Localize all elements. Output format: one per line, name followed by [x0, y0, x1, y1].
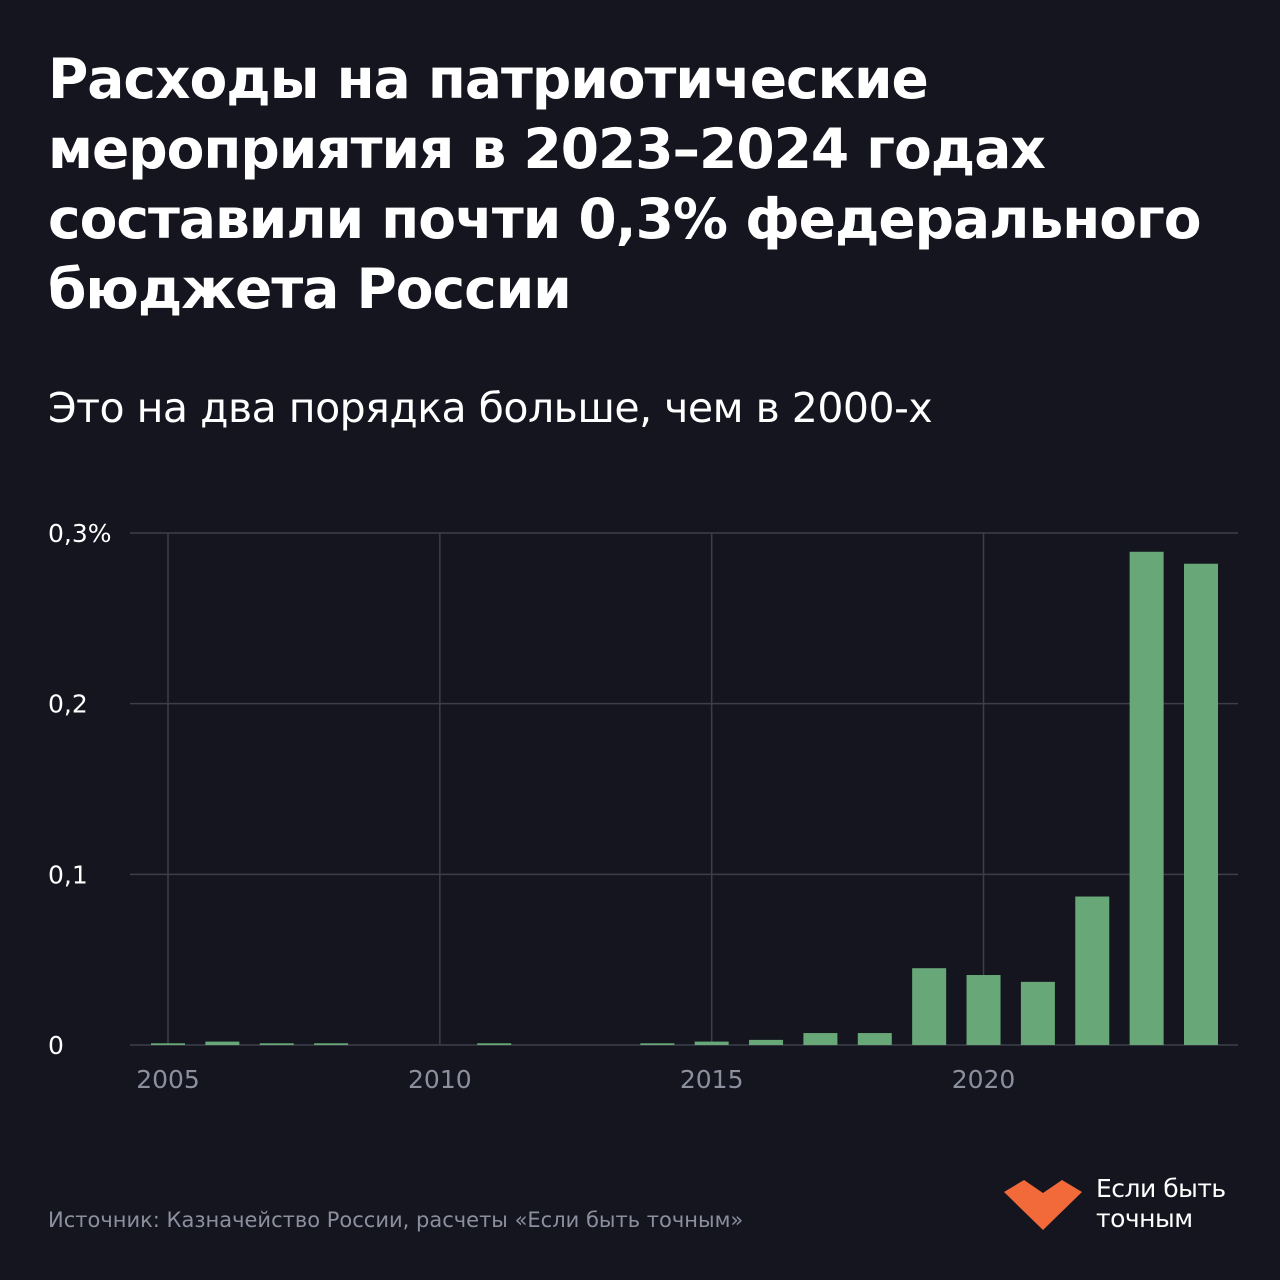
y-tick-label: 0,2: [48, 690, 88, 719]
brand-name: Если быть точным: [1096, 1174, 1226, 1234]
y-tick-label: 0,3%: [48, 519, 112, 548]
brand-logo-icon: [1004, 1180, 1082, 1230]
x-tick-label: 2020: [952, 1065, 1016, 1094]
bar-2022: [1075, 896, 1110, 1045]
source-note: Источник: Казначейство России, расчеты «…: [48, 1208, 744, 1232]
bar-2005: [151, 1043, 185, 1045]
bar-2018: [857, 1033, 892, 1045]
y-tick-label: 0,1: [48, 860, 88, 889]
chart-title: Расходы на патриотические мероприятия в …: [48, 47, 1202, 321]
y-tick-label: 0: [48, 1031, 64, 1060]
bar-2008: [314, 1043, 349, 1045]
bar-2011: [477, 1043, 512, 1045]
bar-2019: [912, 968, 947, 1045]
brand-name-line-1: Если быть: [1096, 1174, 1226, 1203]
brand: Если быть точным: [1002, 1172, 1252, 1238]
x-tick-label: 2015: [680, 1065, 744, 1094]
bar-2020: [966, 975, 1001, 1045]
bar-2016: [749, 1039, 784, 1045]
bar-2021: [1020, 981, 1055, 1045]
x-tick-label: 2005: [136, 1065, 200, 1094]
chart-subtitle: Это на два порядка больше, чем в 2000-х: [48, 384, 933, 432]
bar-2006: [205, 1041, 240, 1045]
x-tick-label: 2010: [408, 1065, 472, 1094]
bars-layer: [151, 551, 1218, 1045]
grid-layer: [130, 532, 1238, 1046]
bar-2014: [640, 1043, 675, 1045]
labels-layer: 0 0,1 0,2 0,3% 2005 2010 2015 2020: [48, 519, 1015, 1094]
bar-chart: 0 0,1 0,2 0,3% 2005 2010 2015 2020: [48, 519, 1238, 1094]
brand-name-line-2: точным: [1096, 1204, 1193, 1233]
bar-2015: [694, 1041, 729, 1045]
bar-2017: [803, 1033, 838, 1045]
bar-2024: [1184, 563, 1218, 1045]
bar-2007: [259, 1043, 294, 1045]
bar-2023: [1129, 551, 1164, 1045]
